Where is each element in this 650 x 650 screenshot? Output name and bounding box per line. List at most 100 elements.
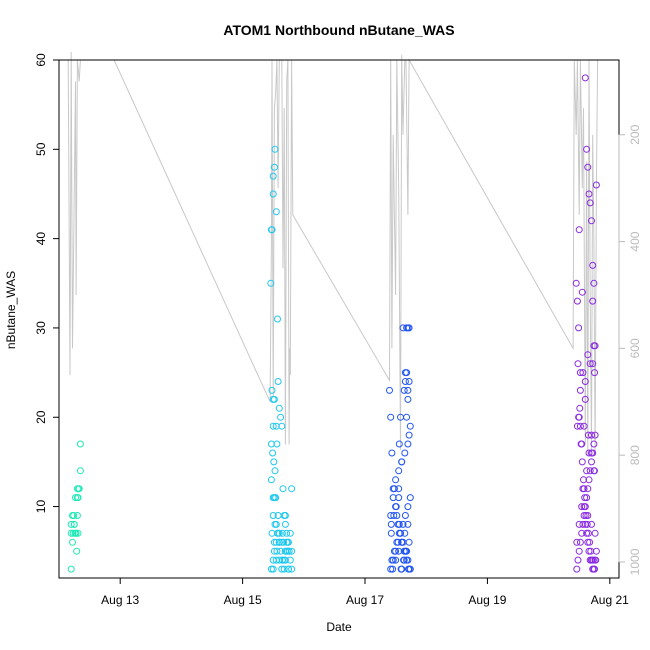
data-point xyxy=(573,422,581,430)
data-point xyxy=(283,529,291,537)
y-tick-label: 20 xyxy=(34,410,48,424)
data-point xyxy=(406,494,414,502)
data-point xyxy=(72,494,79,502)
data-point xyxy=(74,529,82,537)
data-point xyxy=(390,512,398,519)
data-point xyxy=(575,413,583,421)
data-point xyxy=(405,431,413,439)
data-point xyxy=(392,476,400,484)
data-point xyxy=(275,556,283,564)
data-point xyxy=(584,163,592,171)
data-point xyxy=(585,190,593,198)
data-point xyxy=(388,449,396,457)
x-tick-label: Aug 13 xyxy=(101,593,139,607)
x-tick-label: Aug 17 xyxy=(346,593,384,607)
data-point xyxy=(390,485,398,493)
data-point xyxy=(283,547,291,555)
data-point xyxy=(584,351,592,359)
x-tick-label: Aug 15 xyxy=(224,593,262,607)
data-point xyxy=(270,395,278,403)
data-point xyxy=(395,520,403,528)
data-point xyxy=(574,556,582,564)
data-point xyxy=(268,226,276,234)
data-point xyxy=(269,422,277,430)
data-point xyxy=(281,547,289,555)
data-point xyxy=(575,324,583,332)
data-point xyxy=(387,529,395,537)
data-point xyxy=(73,512,81,519)
data-point xyxy=(591,565,598,573)
data-point xyxy=(578,529,586,537)
data-point xyxy=(286,529,294,537)
x-axis: Aug 13 Aug 15 Aug 17 Aug 19 Aug 21 xyxy=(101,577,629,607)
plot-area-frame xyxy=(58,59,620,579)
data-point xyxy=(74,494,82,502)
data-point xyxy=(405,565,412,573)
data-point xyxy=(576,386,584,394)
data-point xyxy=(592,181,600,189)
altitude-line xyxy=(67,51,599,456)
data-point xyxy=(404,503,412,511)
data-point xyxy=(397,565,405,573)
secondary-tick-label: 400 xyxy=(628,231,642,251)
data-point xyxy=(581,378,589,385)
data-point xyxy=(76,440,84,448)
data-point xyxy=(590,440,598,448)
data-point xyxy=(279,485,287,493)
data-point xyxy=(271,145,279,153)
data-point xyxy=(578,458,586,466)
data-point xyxy=(272,208,280,216)
data-point xyxy=(580,512,588,519)
data-point xyxy=(580,476,587,484)
data-point xyxy=(575,520,583,528)
data-point xyxy=(395,547,403,555)
data-point xyxy=(403,413,411,421)
data-point xyxy=(401,512,409,519)
data-point xyxy=(386,386,393,394)
data-point xyxy=(387,520,395,528)
y-tick-label: 50 xyxy=(34,142,48,156)
data-point xyxy=(585,449,593,457)
data-point xyxy=(70,512,78,519)
data-point xyxy=(387,512,395,519)
data-point xyxy=(269,449,277,457)
data-point xyxy=(581,395,589,403)
data-point xyxy=(388,556,396,564)
data-point xyxy=(272,494,280,502)
data-point xyxy=(573,297,581,305)
data-point xyxy=(393,538,401,546)
data-point xyxy=(404,520,412,528)
data-point xyxy=(270,163,278,171)
data-point xyxy=(583,520,591,528)
data-point xyxy=(387,413,395,421)
data-point xyxy=(271,467,279,475)
data-point xyxy=(67,529,75,537)
data-point xyxy=(275,538,283,546)
data-point xyxy=(589,297,597,305)
data-point xyxy=(577,440,585,448)
data-point xyxy=(269,190,277,198)
data-point xyxy=(403,369,411,377)
y-tick-label: 10 xyxy=(34,500,48,514)
data-point xyxy=(572,279,580,287)
data-point xyxy=(586,467,594,475)
data-point xyxy=(589,556,597,564)
data-point xyxy=(398,538,406,546)
data-points xyxy=(67,74,600,573)
data-point xyxy=(583,145,591,153)
data-point xyxy=(588,217,595,225)
data-point xyxy=(278,529,286,537)
data-point xyxy=(267,279,275,287)
data-point xyxy=(588,458,595,466)
data-point xyxy=(76,467,84,475)
data-point xyxy=(73,547,81,555)
data-point xyxy=(390,547,398,555)
data-point xyxy=(576,422,584,430)
data-point xyxy=(275,529,283,537)
data-point xyxy=(578,288,586,296)
data-point xyxy=(575,547,583,555)
y-axis-label: nButane_WAS xyxy=(4,271,18,349)
data-point xyxy=(392,556,400,564)
data-point xyxy=(75,485,83,493)
x-axis-label: Date xyxy=(326,620,352,634)
